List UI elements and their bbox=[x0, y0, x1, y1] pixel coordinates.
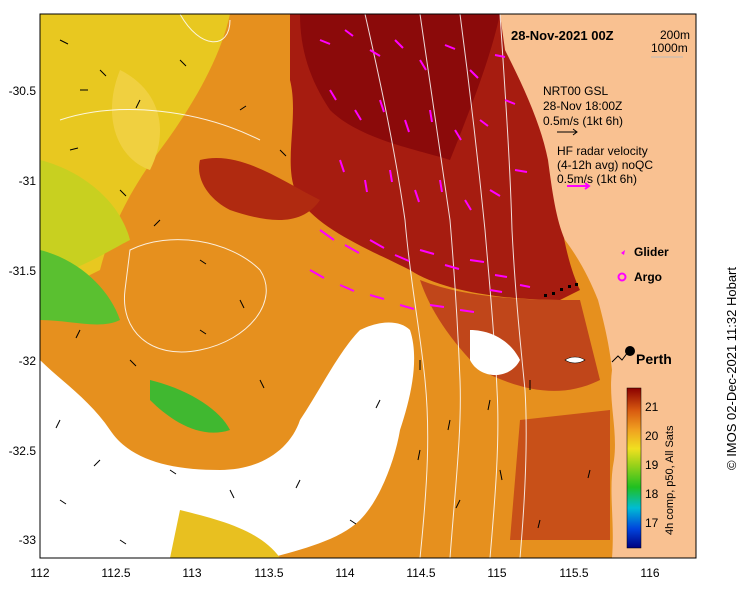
perth-marker bbox=[564, 346, 635, 364]
colorbar-title: 4h comp, p50, All Sats bbox=[664, 425, 676, 535]
y-tick-30-5: -30.5 bbox=[8, 84, 36, 98]
x-tick-116: 116 bbox=[640, 566, 660, 580]
isobath-contours bbox=[59, 14, 527, 558]
hf-avg: (4-12h avg) noQC bbox=[557, 158, 654, 172]
colorbar-tick-19: 19 bbox=[645, 458, 659, 472]
y-tick-33: -33 bbox=[18, 533, 36, 547]
glider-markers bbox=[544, 283, 578, 297]
hf-radar-vectors bbox=[309, 29, 531, 313]
colorbar-tick-17: 17 bbox=[645, 516, 659, 530]
colorbar-tick-21: 21 bbox=[645, 400, 659, 414]
credit-text: © IMOS 02-Dec-2021 11:32 Hobart bbox=[724, 267, 739, 470]
gsl-title: NRT00 GSL bbox=[543, 84, 609, 98]
x-tick-113-5: 113.5 bbox=[254, 566, 284, 580]
isobath-label-1000m: 1000m bbox=[651, 41, 688, 55]
x-tick-112-5: 112.5 bbox=[101, 566, 131, 580]
glider-label: Glider bbox=[634, 245, 669, 259]
gsl-vectors bbox=[55, 39, 591, 545]
hf-scale: 0.5m/s (1kt 6h) bbox=[557, 172, 638, 186]
isobath-label-200m: 200m bbox=[660, 28, 691, 42]
sst-field bbox=[40, 14, 696, 558]
colorbar-tick-18: 18 bbox=[645, 487, 659, 501]
x-tick-114: 114 bbox=[335, 566, 355, 580]
x-tick-113: 113 bbox=[182, 566, 202, 580]
hf-title: HF radar velocity bbox=[557, 144, 648, 158]
y-tick-32-5: -32.5 bbox=[8, 444, 36, 458]
map-title: 28-Nov-2021 00Z bbox=[511, 28, 614, 43]
y-tick-32: -32 bbox=[18, 354, 36, 368]
y-tick-31: -31 bbox=[18, 174, 36, 188]
x-tick-115-5: 115.5 bbox=[559, 566, 589, 580]
x-tick-114-5: 114.5 bbox=[406, 566, 436, 580]
x-tick-112: 112 bbox=[30, 566, 50, 580]
colorbar-tick-20: 20 bbox=[645, 429, 659, 443]
gsl-time: 28-Nov 18:00Z bbox=[543, 99, 623, 113]
x-tick-115: 115 bbox=[487, 566, 507, 580]
colorbar bbox=[626, 387, 642, 549]
legend-symbols bbox=[557, 56, 683, 282]
city-label-perth: Perth bbox=[636, 351, 672, 367]
y-tick-31-5: -31.5 bbox=[8, 264, 36, 278]
plot-border bbox=[39, 13, 697, 559]
argo-label: Argo bbox=[634, 270, 662, 284]
gsl-scale: 0.5m/s (1kt 6h) bbox=[543, 114, 624, 128]
